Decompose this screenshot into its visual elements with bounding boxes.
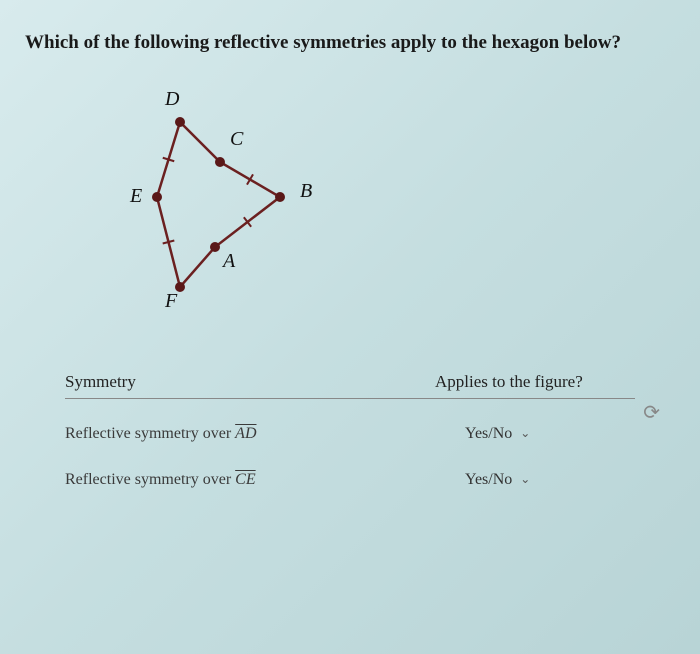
vertex-label-f: F bbox=[164, 290, 178, 312]
vertex-c bbox=[215, 157, 225, 167]
header-symmetry: Symmetry bbox=[65, 372, 435, 392]
dropdown-ad[interactable]: Yes/No ⌄ bbox=[435, 425, 635, 443]
chevron-down-icon: ⌄ bbox=[520, 426, 530, 441]
vertex-b bbox=[275, 192, 285, 202]
vertex-a bbox=[210, 242, 220, 252]
vertex-d bbox=[175, 117, 185, 127]
hexagon-outline bbox=[157, 122, 280, 287]
question-text: Which of the following reflective symmet… bbox=[25, 30, 675, 57]
table-row: Reflective symmetry over AD Yes/No ⌄ bbox=[65, 411, 635, 457]
row-label-ce: Reflective symmetry over CE bbox=[65, 471, 435, 489]
dropdown-ce[interactable]: Yes/No ⌄ bbox=[435, 471, 635, 489]
vertex-label-c: C bbox=[230, 128, 244, 150]
vertex-label-d: D bbox=[164, 88, 180, 110]
hexagon-svg: D C B A F E bbox=[85, 87, 345, 327]
symmetry-table: Symmetry Applies to the figure? Reflecti… bbox=[65, 372, 635, 503]
header-applies: Applies to the figure? bbox=[435, 372, 635, 392]
table-header-row: Symmetry Applies to the figure? bbox=[65, 372, 635, 399]
vertex-label-e: E bbox=[129, 185, 142, 207]
table-row: Reflective symmetry over CE Yes/No ⌄ bbox=[65, 457, 635, 503]
vertex-label-b: B bbox=[300, 180, 312, 202]
vertex-label-a: A bbox=[221, 250, 236, 272]
scroll-indicator-icon: ⟳ bbox=[643, 400, 660, 425]
row-label-ad: Reflective symmetry over AD bbox=[65, 425, 435, 443]
vertex-e bbox=[152, 192, 162, 202]
hexagon-figure: D C B A F E bbox=[85, 87, 675, 332]
chevron-down-icon: ⌄ bbox=[520, 472, 530, 487]
